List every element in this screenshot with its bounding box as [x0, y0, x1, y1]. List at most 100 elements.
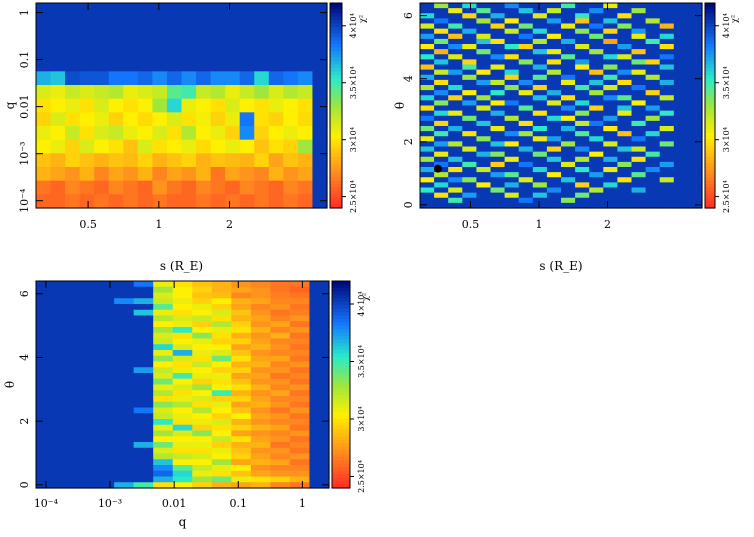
heatmap-cell	[420, 105, 435, 112]
heatmap-cell	[687, 38, 703, 45]
heatmap-cell	[192, 309, 213, 317]
heatmap-cell	[687, 131, 703, 137]
heatmap-cell	[420, 110, 435, 117]
colorbar-segment	[330, 91, 342, 96]
heatmap-cell	[297, 57, 314, 72]
heatmap-cell	[476, 59, 492, 66]
heatmap-cell	[518, 105, 534, 112]
heatmap-cell	[673, 33, 689, 40]
heatmap-cell	[108, 30, 124, 45]
heatmap-cell	[94, 304, 115, 311]
heatmap-cell	[448, 49, 463, 55]
colorbar-segment	[705, 23, 715, 28]
heatmap-cell	[94, 378, 115, 386]
heatmap-cell	[476, 167, 492, 173]
heatmap-cell	[617, 146, 633, 153]
heatmap-cell	[673, 64, 689, 71]
colorbar-segment	[705, 187, 715, 192]
heatmap-cell	[211, 482, 232, 489]
colorbar-segment	[705, 153, 715, 158]
heatmap-cell	[250, 344, 271, 351]
heatmap-cell	[270, 298, 291, 305]
colorbar-segment	[330, 194, 342, 199]
heatmap-cell	[518, 79, 534, 86]
heatmap-cell	[94, 167, 110, 182]
colorbar-segment	[332, 456, 350, 461]
heatmap-cell	[645, 136, 661, 142]
heatmap-cell	[490, 167, 506, 173]
heatmap-cell	[462, 69, 477, 76]
heatmap-cell	[589, 197, 604, 204]
heatmap-cell	[546, 120, 562, 127]
heatmap-cell	[55, 390, 76, 397]
heatmap-cell	[490, 182, 506, 189]
heatmap-cell	[490, 23, 506, 30]
heatmap-cell	[65, 30, 81, 45]
heatmap-cell	[532, 151, 548, 158]
heatmap-cell	[462, 33, 477, 40]
heatmap-cell	[114, 344, 135, 351]
colorbar-segment	[332, 419, 350, 424]
heatmap-cell	[546, 100, 562, 107]
heatmap-cell	[518, 120, 534, 127]
heatmap-cell	[532, 85, 548, 91]
heatmap-cell	[94, 112, 110, 127]
heatmap-cell	[55, 327, 76, 334]
heatmap-cell	[561, 202, 576, 209]
heatmap-cell	[172, 453, 193, 460]
colorbar-segment	[705, 163, 715, 168]
heatmap-cell	[166, 3, 183, 18]
heatmap-cell	[108, 167, 124, 182]
heatmap-cell	[434, 49, 449, 55]
heatmap-cell	[504, 146, 520, 153]
heatmap-cell	[55, 453, 76, 460]
heatmap-cell	[196, 71, 212, 86]
heatmap-cell	[476, 54, 492, 60]
heatmap-cell	[114, 430, 135, 437]
heatmap-cell	[575, 192, 590, 199]
heatmap-cell	[133, 407, 154, 414]
heatmap-cell	[94, 401, 115, 409]
heatmap-cell	[137, 153, 153, 168]
heatmap-cell	[309, 401, 330, 409]
heatmap-cell	[94, 396, 115, 403]
heatmap-cell	[532, 192, 548, 199]
heatmap-cell	[589, 120, 604, 127]
heatmap-cell	[133, 401, 154, 409]
heatmap-cell	[546, 105, 562, 112]
heatmap-cell	[55, 281, 76, 288]
heatmap-cell	[673, 49, 689, 55]
heatmap-cell	[153, 470, 174, 478]
heatmap-cell	[589, 13, 604, 19]
heatmap-cell	[462, 44, 477, 50]
colorbar-segment	[705, 180, 715, 185]
heatmap-cell	[673, 59, 689, 66]
heatmap-cell	[448, 74, 463, 81]
heatmap-cell	[172, 338, 193, 345]
heatmap-cell	[153, 447, 174, 455]
heatmap-cell	[645, 59, 661, 66]
heatmap-cell	[546, 141, 562, 148]
heatmap-cell	[181, 180, 197, 195]
heatmap-cell	[561, 49, 576, 55]
heatmap-cell	[617, 54, 633, 60]
heatmap-cell	[659, 28, 675, 35]
best-fit-marker	[434, 164, 443, 173]
heatmap-cell	[490, 151, 506, 158]
heatmap-cell	[239, 112, 255, 127]
heatmap-cell	[420, 131, 435, 137]
heatmap-cell	[631, 54, 647, 60]
heatmap-cell	[518, 187, 534, 194]
heatmap-cell	[137, 30, 153, 45]
heatmap-cell	[631, 3, 647, 9]
heatmap-cell	[196, 30, 212, 45]
heatmap-cell	[270, 424, 291, 432]
colorbar-segment	[330, 37, 342, 42]
heatmap-cell	[687, 120, 703, 127]
heatmap-cell	[420, 182, 435, 189]
heatmap-cell	[546, 156, 562, 163]
heatmap-cell	[518, 131, 534, 137]
heatmap-cell	[268, 3, 284, 18]
heatmap-cell	[225, 44, 241, 59]
colorbar-segment	[330, 3, 342, 8]
